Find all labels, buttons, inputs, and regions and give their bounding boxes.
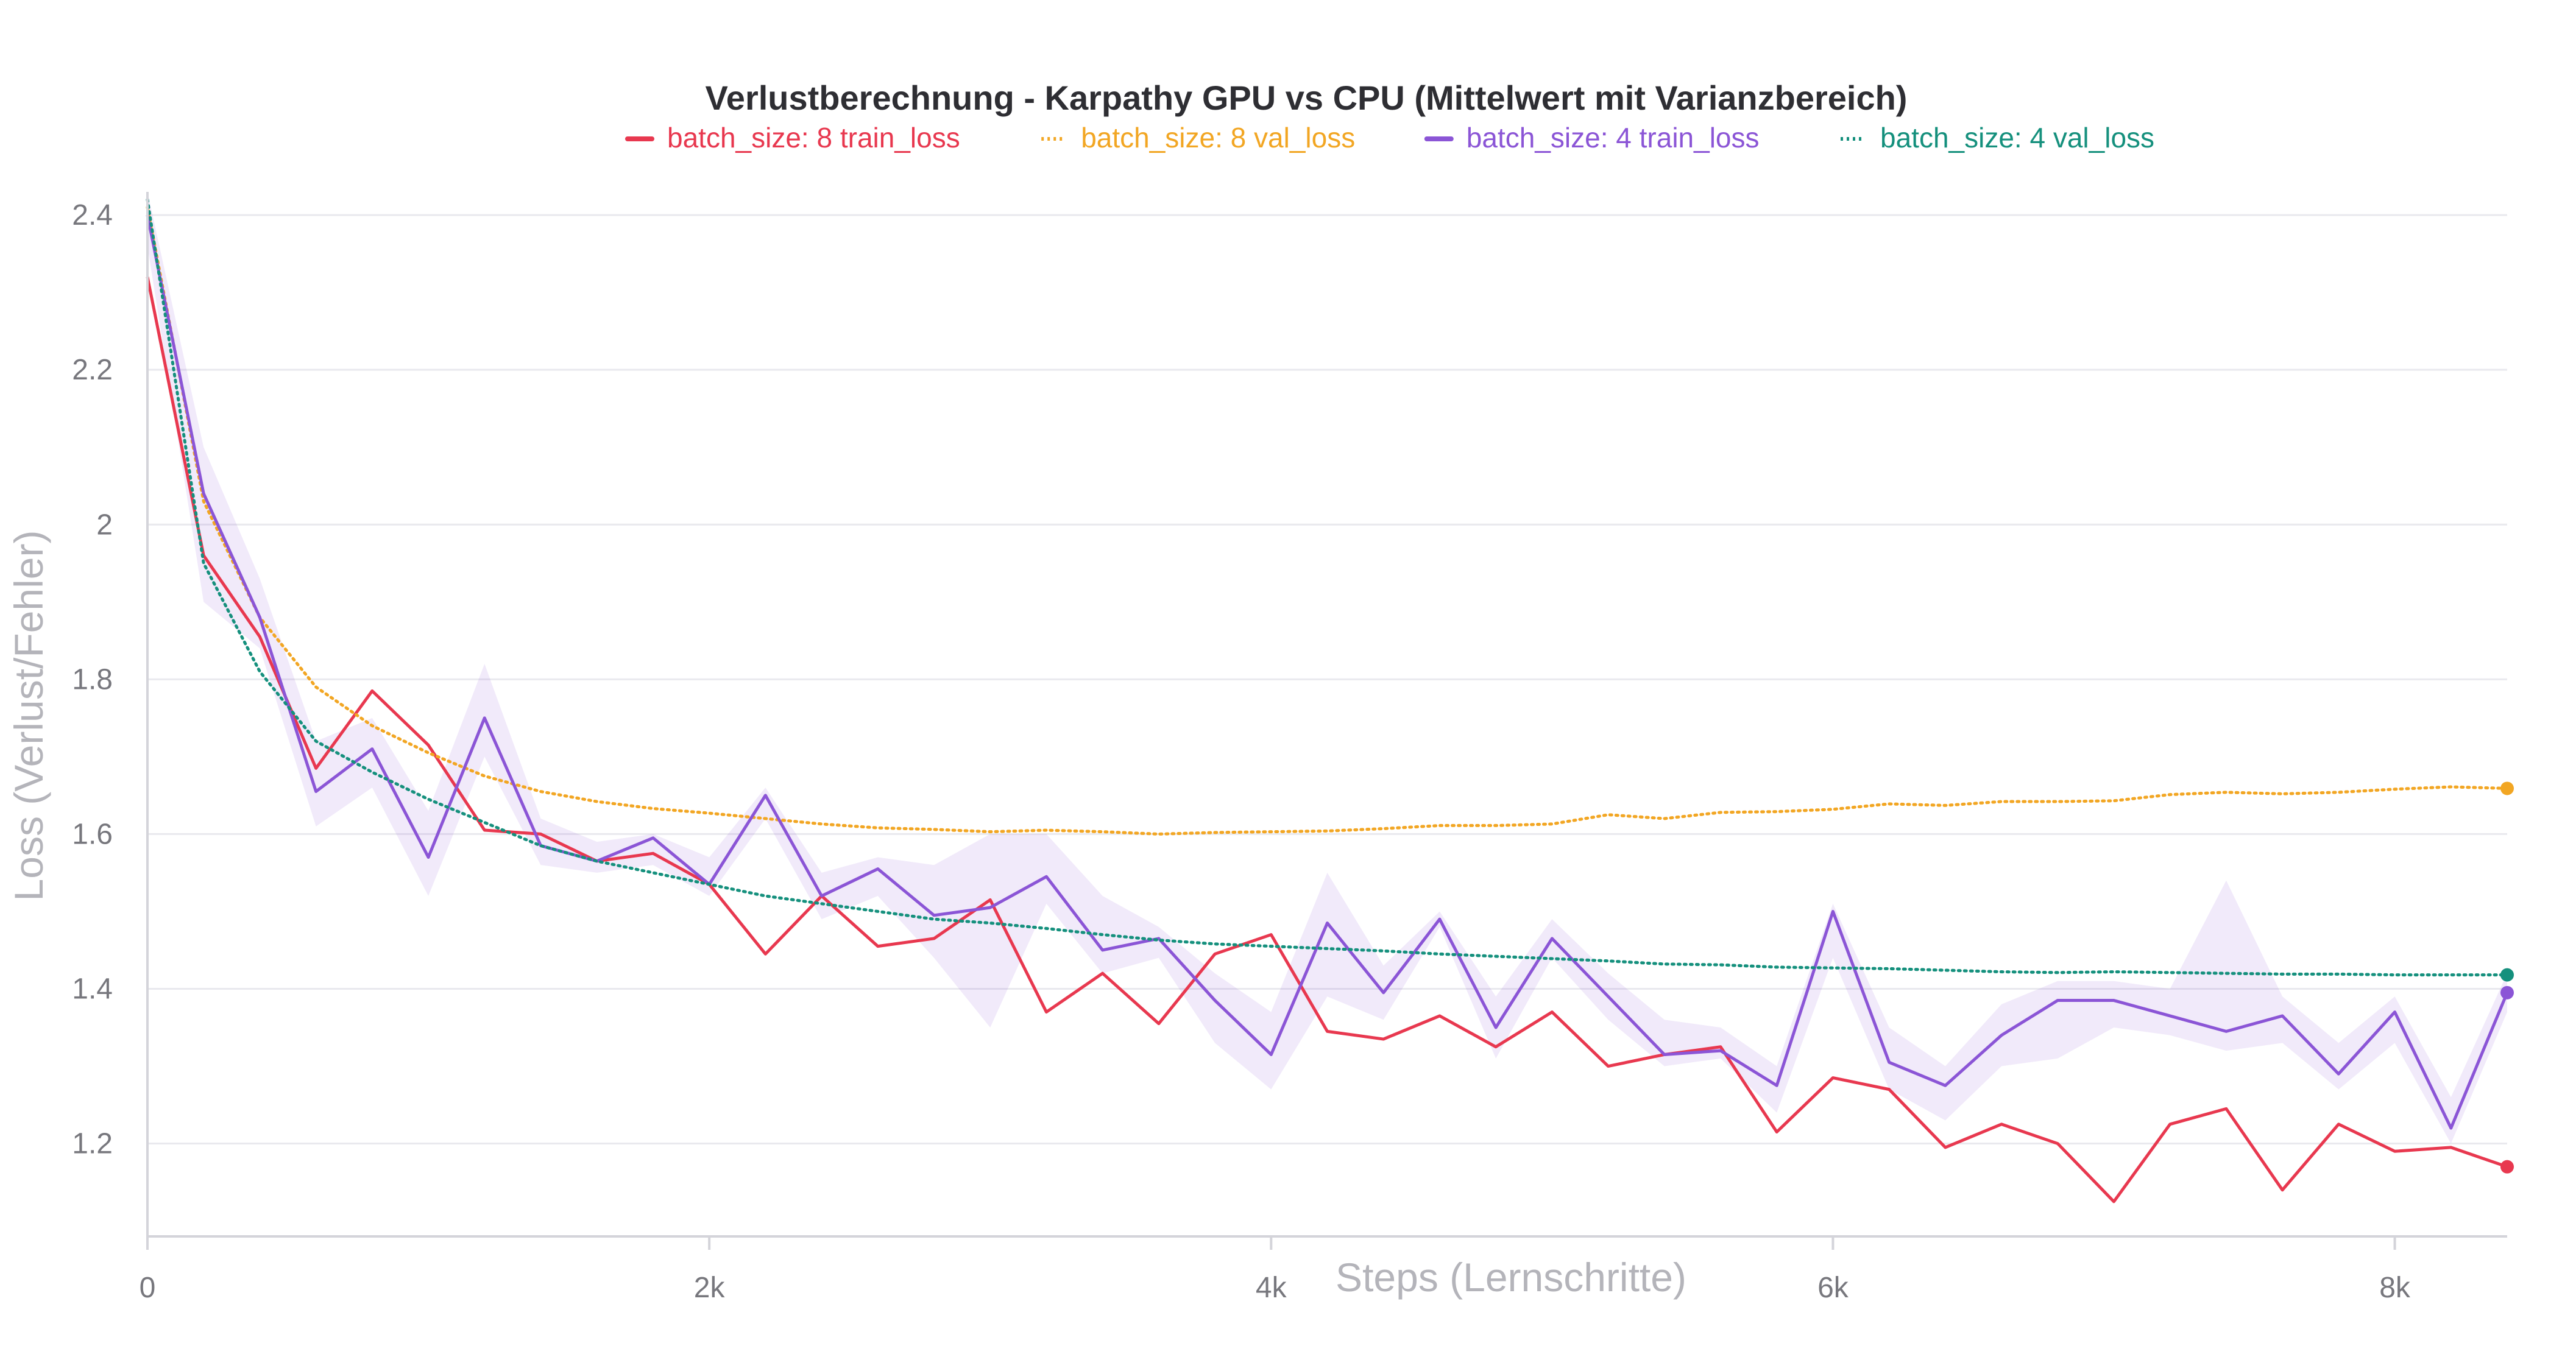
y-tick-label: 2.4 — [72, 199, 113, 231]
legend: batch_size: 8 train_loss batch_size: 8 va… — [625, 122, 2154, 153]
batch-size-8-val-loss-end-point — [2500, 781, 2514, 795]
legend-item-batch-size-8-val-loss[interactable]: batch_size: 8 val_loss — [1041, 122, 1355, 153]
y-tick-label: 1.2 — [72, 1128, 113, 1160]
x-tick-label: 4k — [1256, 1272, 1287, 1304]
series-layer — [146, 198, 2514, 1204]
legend-item-batch-size-4-val-loss[interactable]: batch_size: 4 val_loss — [1841, 122, 2154, 153]
legend-label: batch_size: 4 val_loss — [1880, 122, 2154, 153]
axes — [146, 192, 2507, 1238]
x-tick-label: 8k — [2379, 1272, 2411, 1304]
batch-size-8-train-loss-end-point — [2500, 1160, 2514, 1174]
x-tick-label: 6k — [1817, 1272, 1849, 1304]
x-tick-label: 2k — [694, 1272, 726, 1304]
batch-size-4-val-loss-end-point — [2500, 968, 2514, 982]
x-axis-ticks: 0 2k 4k 6k 8k — [140, 1236, 2411, 1304]
legend-item-batch-size-8-train-loss[interactable]: batch_size: 8 train_loss — [625, 122, 960, 153]
batch-size-4-train-loss-end-point — [2500, 985, 2514, 999]
legend-label: batch_size: 8 train_loss — [667, 122, 960, 153]
batch-size-8-train-loss-line — [146, 277, 2508, 1204]
x-axis-label: Steps (Lernschritte) — [1336, 1255, 1686, 1300]
y-tick-label: 1.8 — [72, 663, 113, 696]
batch-size-4-train-loss-variance-band — [147, 192, 2507, 1144]
y-tick-label: 1.4 — [72, 973, 113, 1005]
batch-size-8-val-loss-line — [146, 205, 2509, 836]
batch-size-4-val-loss-line — [146, 198, 2509, 977]
legend-label: batch_size: 8 val_loss — [1081, 122, 1355, 153]
y-tick-label: 1.6 — [72, 818, 113, 850]
chart-title: Verlustberechnung - Karpathy GPU vs CPU … — [706, 79, 1908, 117]
y-axis-label: Loss (Verlust/Fehler) — [6, 530, 51, 901]
legend-label: batch_size: 4 train_loss — [1467, 122, 1760, 153]
y-axis-ticks: 1.2 1.4 1.6 1.8 2 2.2 2.4 — [72, 199, 113, 1160]
x-tick-label: 0 — [140, 1272, 156, 1304]
legend-item-batch-size-4-train-loss[interactable]: batch_size: 4 train_loss — [1424, 122, 1760, 153]
variance-band-layer — [147, 192, 2507, 1144]
y-tick-label: 2.2 — [72, 354, 113, 386]
y-tick-label: 2 — [96, 509, 113, 541]
